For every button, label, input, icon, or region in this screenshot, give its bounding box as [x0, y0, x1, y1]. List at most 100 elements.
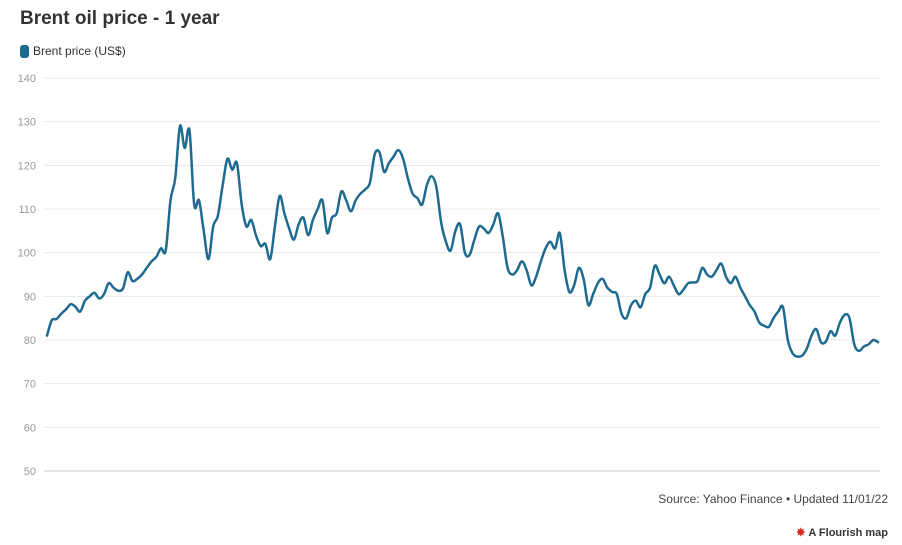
data-point[interactable] — [248, 217, 254, 223]
data-point[interactable] — [576, 265, 582, 271]
data-point[interactable] — [163, 248, 169, 254]
data-point[interactable] — [790, 350, 796, 356]
data-point[interactable] — [334, 210, 340, 216]
data-point[interactable] — [96, 296, 102, 302]
data-point[interactable] — [87, 293, 93, 299]
data-point[interactable] — [733, 274, 739, 280]
data-point[interactable] — [642, 291, 648, 297]
data-point[interactable] — [457, 221, 463, 227]
data-point[interactable] — [305, 232, 311, 238]
data-point[interactable] — [538, 258, 544, 264]
data-point[interactable] — [338, 189, 344, 195]
data-point[interactable] — [215, 213, 221, 219]
data-point[interactable] — [324, 230, 330, 236]
data-point[interactable] — [410, 191, 416, 197]
data-point[interactable] — [837, 320, 843, 326]
data-point[interactable] — [533, 274, 539, 280]
data-point[interactable] — [82, 298, 88, 304]
data-point[interactable] — [395, 147, 401, 153]
data-point[interactable] — [638, 304, 644, 310]
data-point[interactable] — [329, 215, 335, 221]
data-point[interactable] — [604, 285, 610, 291]
data-point[interactable] — [101, 291, 107, 297]
data-point[interactable] — [182, 145, 188, 151]
data-point[interactable] — [595, 280, 601, 286]
data-point[interactable] — [149, 258, 155, 264]
data-point[interactable] — [514, 267, 520, 273]
data-point[interactable] — [866, 341, 872, 347]
data-point[interactable] — [73, 304, 79, 310]
data-point[interactable] — [177, 123, 183, 129]
data-point[interactable] — [585, 302, 591, 308]
data-point[interactable] — [571, 282, 577, 288]
data-point[interactable] — [752, 309, 758, 315]
data-point[interactable] — [210, 224, 216, 230]
data-point[interactable] — [486, 230, 492, 236]
data-point[interactable] — [357, 191, 363, 197]
data-point[interactable] — [277, 193, 283, 199]
data-point[interactable] — [234, 160, 240, 166]
data-point[interactable] — [666, 274, 672, 280]
data-point[interactable] — [424, 182, 430, 188]
data-point[interactable] — [747, 302, 753, 308]
data-point[interactable] — [405, 175, 411, 181]
data-point[interactable] — [319, 197, 325, 203]
data-point[interactable] — [804, 346, 810, 352]
data-point[interactable] — [566, 289, 572, 295]
data-point[interactable] — [676, 291, 682, 297]
data-point[interactable] — [139, 272, 145, 278]
data-point[interactable] — [780, 304, 786, 310]
data-point[interactable] — [381, 169, 387, 175]
data-point[interactable] — [528, 282, 534, 288]
flourish-attribution[interactable]: ✸ A Flourish map — [796, 526, 888, 540]
data-point[interactable] — [168, 197, 174, 203]
data-point[interactable] — [300, 215, 306, 221]
data-point[interactable] — [524, 267, 530, 273]
data-point[interactable] — [281, 210, 287, 216]
data-point[interactable] — [766, 324, 772, 330]
data-point[interactable] — [54, 316, 60, 322]
data-point[interactable] — [419, 202, 425, 208]
data-point[interactable] — [438, 219, 444, 225]
data-point[interactable] — [718, 261, 724, 267]
data-point[interactable] — [547, 239, 553, 245]
data-point[interactable] — [699, 265, 705, 271]
data-point[interactable] — [490, 221, 496, 227]
data-point[interactable] — [785, 337, 791, 343]
data-point[interactable] — [714, 267, 720, 273]
data-point[interactable] — [771, 315, 777, 321]
data-point[interactable] — [106, 280, 112, 286]
data-point[interactable] — [614, 291, 620, 297]
data-point[interactable] — [628, 302, 634, 308]
data-point[interactable] — [680, 287, 686, 293]
data-point[interactable] — [391, 154, 397, 160]
data-point[interactable] — [315, 206, 321, 212]
data-point[interactable] — [581, 276, 587, 282]
data-point[interactable] — [443, 239, 449, 245]
data-point[interactable] — [291, 237, 297, 243]
data-point[interactable] — [267, 256, 273, 262]
data-point[interactable] — [92, 290, 98, 296]
data-point[interactable] — [590, 291, 596, 297]
data-point[interactable] — [224, 156, 230, 162]
data-point[interactable] — [505, 265, 511, 271]
data-point[interactable] — [262, 241, 268, 247]
data-point[interactable] — [633, 298, 639, 304]
data-point[interactable] — [847, 315, 853, 321]
data-point[interactable] — [172, 175, 178, 181]
data-point[interactable] — [519, 258, 525, 264]
data-point[interactable] — [353, 197, 359, 203]
data-point[interactable] — [775, 309, 781, 315]
data-point[interactable] — [220, 182, 226, 188]
data-point[interactable] — [813, 326, 819, 332]
data-point[interactable] — [187, 127, 193, 133]
data-point[interactable] — [239, 202, 245, 208]
data-point[interactable] — [809, 333, 815, 339]
data-point[interactable] — [495, 210, 501, 216]
data-point[interactable] — [310, 217, 316, 223]
data-point[interactable] — [362, 186, 368, 192]
data-point[interactable] — [348, 208, 354, 214]
data-point[interactable] — [709, 274, 715, 280]
data-point[interactable] — [376, 149, 382, 155]
data-point[interactable] — [728, 280, 734, 286]
